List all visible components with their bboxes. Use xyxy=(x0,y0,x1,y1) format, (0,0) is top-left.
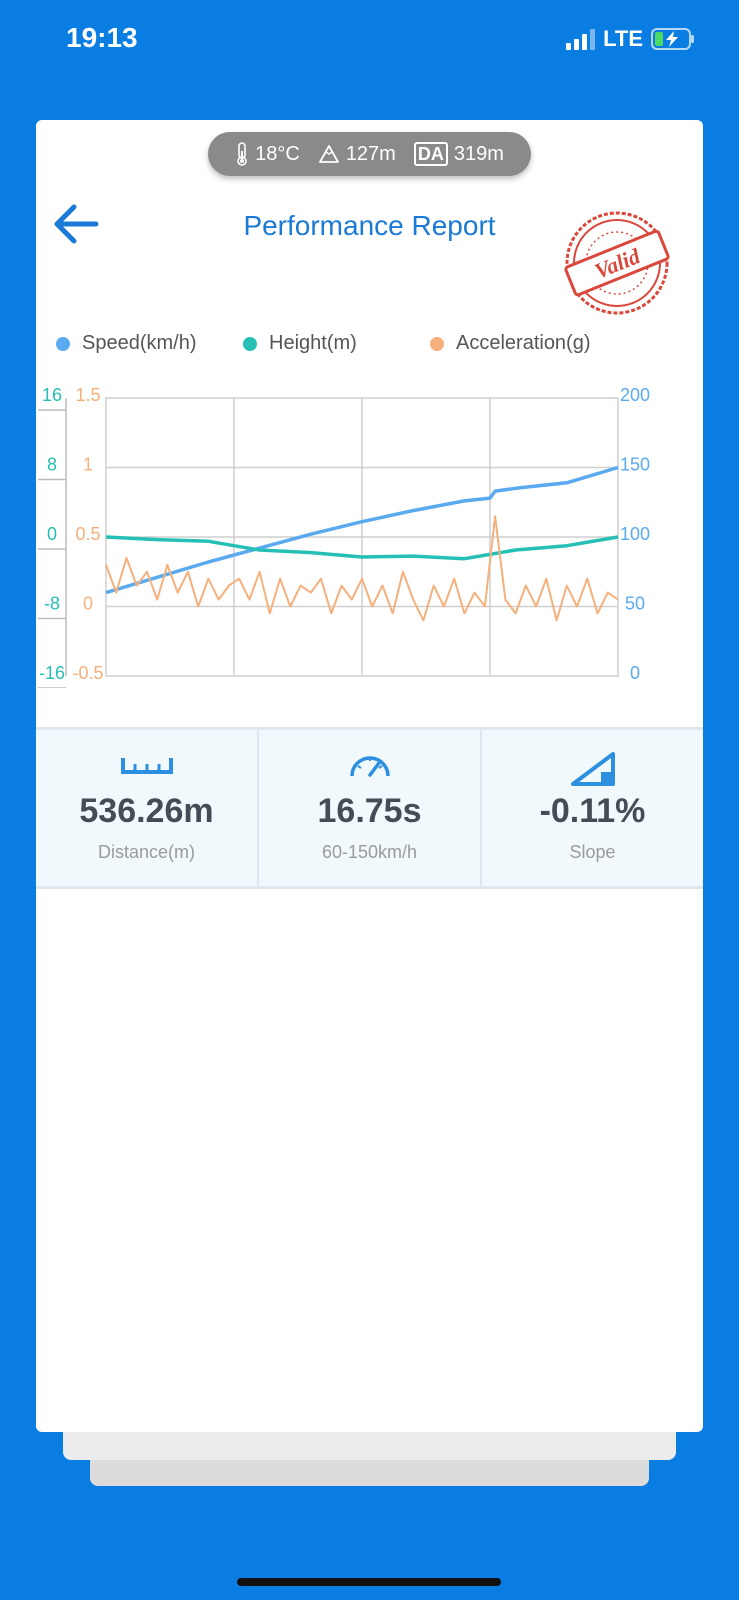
acceleration-axis-tick-label: 0 xyxy=(83,594,93,614)
legend-speed[interactable]: Speed(km/h) xyxy=(56,332,197,355)
distance-label: Distance(m) xyxy=(97,842,195,862)
metric-slope: -0.11% Slope xyxy=(482,730,703,886)
speedometer-icon xyxy=(349,756,390,777)
home-indicator[interactable] xyxy=(237,1578,501,1586)
metrics-panel: 536.26m Distance(m) 16.75s 60-150km/h -0… xyxy=(36,727,703,889)
signal-icon xyxy=(566,28,596,50)
performance-chart[interactable]: 16 8 0 -8 -16 1.5 1 0.5 0 -0.5 200 150 100 50 0 xyxy=(36,378,703,688)
legend-height-label: Height(m) xyxy=(269,332,357,354)
acceleration-axis-tick-label: 1.5 xyxy=(75,385,100,405)
acceleration-axis-tick-label: 1 xyxy=(83,455,93,475)
chart-series xyxy=(105,465,619,622)
height-axis-tick-label: -8 xyxy=(44,594,60,614)
status-bar: 19:13 LTE xyxy=(0,0,739,84)
height-axis-tick-label: -16 xyxy=(39,663,65,683)
battery-charging-icon xyxy=(651,28,694,50)
legend-height-marker xyxy=(243,336,257,351)
speed-axis-tick-label: 200 xyxy=(620,385,650,405)
height-series-line xyxy=(105,535,619,561)
ruler-icon xyxy=(120,758,173,774)
valid-stamp: Valid xyxy=(564,211,670,315)
speed-axis-tick-label: 100 xyxy=(620,524,650,544)
density-badge: DA xyxy=(413,142,448,166)
slope-value: -0.11% xyxy=(539,792,646,830)
speed-axis-tick-label: 0 xyxy=(630,663,640,683)
speed-series-line xyxy=(105,465,619,595)
altitude-value: 127m xyxy=(345,142,396,165)
slope-label: Slope xyxy=(569,842,616,862)
chart-grid xyxy=(105,397,619,677)
legend-acceleration[interactable]: Acceleration(g) xyxy=(430,332,591,355)
mountain-icon xyxy=(318,145,339,163)
legend-acceleration-label: Acceleration(g) xyxy=(456,332,591,354)
conditions-pill: 18°C 127m DA 319m xyxy=(208,132,531,176)
arrow-left-icon xyxy=(54,204,99,244)
altitude-item: 127m xyxy=(318,143,396,166)
time-label: 60-150km/h xyxy=(321,842,418,862)
temperature-value: 18°C xyxy=(255,142,300,165)
height-axis-tick-label: 0 xyxy=(47,524,57,544)
status-time: 19:13 xyxy=(66,22,138,53)
density-altitude-item: DA 319m xyxy=(413,142,504,166)
acceleration-series-line xyxy=(105,515,619,622)
page-title: Performance Report xyxy=(243,210,496,241)
status-indicators: LTE xyxy=(566,26,695,52)
slope-icon xyxy=(570,752,615,786)
height-axis-tick-label: 16 xyxy=(42,385,62,405)
temperature-item: 18°C xyxy=(235,142,300,166)
chart-legend: Speed(km/h) Height(m) Acceleration(g) xyxy=(36,332,703,362)
acceleration-axis-tick-label: -0.5 xyxy=(72,663,103,683)
legend-speed-label: Speed(km/h) xyxy=(82,332,197,354)
density-altitude-value: 319m xyxy=(453,142,504,165)
acceleration-axis-tick-label: 0.5 xyxy=(75,524,100,544)
height-axis-tick-label: 8 xyxy=(47,455,57,475)
chart-axes: 16 8 0 -8 -16 1.5 1 0.5 0 -0.5 200 150 100 50 0 xyxy=(38,385,650,688)
speed-axis-tick-label: 150 xyxy=(620,455,650,475)
report-card: 18°C 127m DA 319m Performance Report Val… xyxy=(36,120,703,1432)
distance-value: 536.26m xyxy=(79,792,214,830)
thermometer-icon xyxy=(237,142,247,166)
network-label: LTE xyxy=(603,26,643,51)
metric-distance: 536.26m Distance(m) xyxy=(36,730,259,886)
speed-axis-tick-label: 50 xyxy=(625,594,645,614)
back-button[interactable] xyxy=(52,202,102,246)
time-value: 16.75s xyxy=(317,792,422,830)
legend-acceleration-marker xyxy=(430,336,444,351)
legend-speed-marker xyxy=(56,336,70,351)
metric-time: 16.75s 60-150km/h xyxy=(259,730,482,886)
legend-height[interactable]: Height(m) xyxy=(243,332,357,355)
